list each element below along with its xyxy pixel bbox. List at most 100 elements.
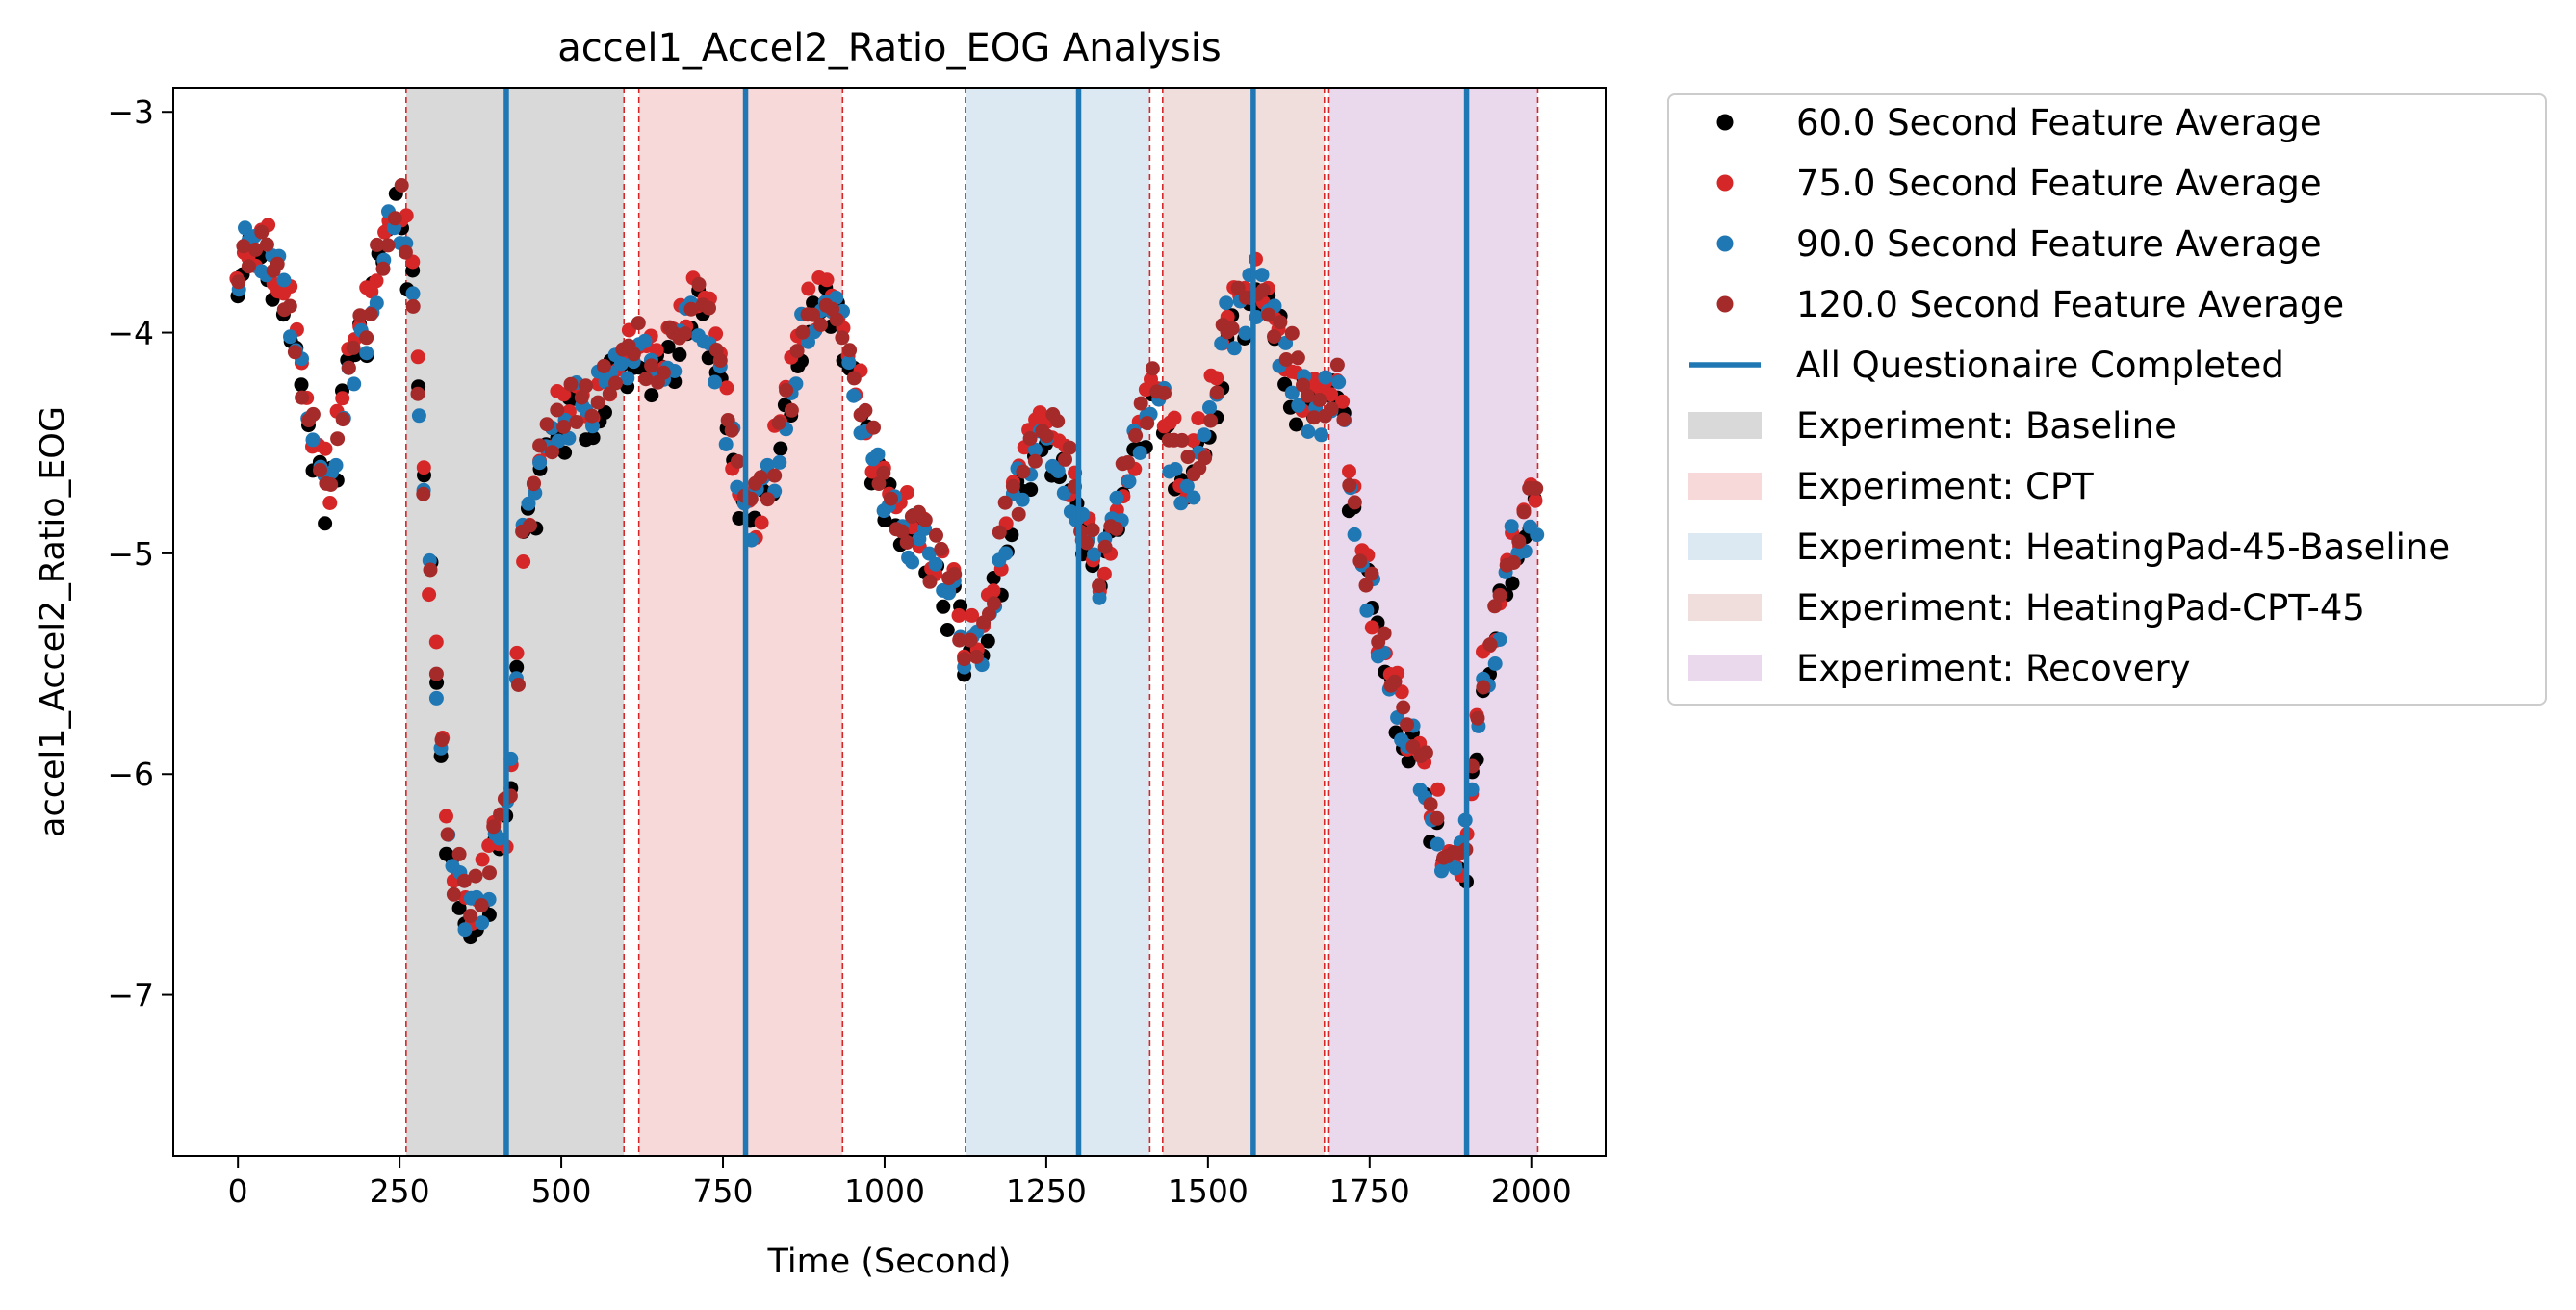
point (1079, 535, 1095, 551)
legend-marker (1716, 114, 1734, 131)
point (631, 316, 646, 331)
point (545, 445, 559, 460)
point (1273, 315, 1288, 330)
point (323, 477, 339, 492)
point (773, 441, 788, 456)
point (835, 330, 850, 346)
point (405, 286, 421, 301)
point (952, 632, 967, 648)
point (754, 515, 769, 530)
point (1300, 388, 1315, 403)
legend-label: Experiment: HeatingPad-CPT-45 (1796, 587, 2365, 629)
point (667, 374, 683, 390)
point (410, 349, 425, 365)
point (841, 355, 857, 371)
point (305, 432, 321, 448)
point (987, 596, 1001, 611)
point (1168, 462, 1183, 476)
point (428, 690, 444, 706)
point (997, 495, 1013, 510)
point (760, 457, 775, 473)
point (905, 554, 920, 570)
legend-patch (1688, 594, 1762, 621)
point (772, 454, 787, 470)
point (1359, 603, 1375, 618)
point (335, 412, 350, 427)
point (1306, 410, 1322, 425)
point (1430, 836, 1445, 852)
legend-marker (1716, 295, 1734, 313)
point (428, 634, 444, 650)
legend-box (1667, 93, 2547, 706)
point (819, 272, 835, 288)
point (626, 347, 641, 362)
point (1179, 478, 1195, 494)
point (876, 465, 891, 480)
legend-label: Experiment: HeatingPad-45-Baseline (1796, 527, 2450, 568)
point (842, 343, 858, 358)
point (1226, 341, 1242, 356)
region-1 (638, 88, 843, 1156)
legend-label: Experiment: Baseline (1796, 405, 2177, 447)
point (1085, 523, 1100, 538)
point (866, 420, 881, 435)
point (779, 383, 794, 398)
point (922, 574, 938, 589)
point (313, 462, 327, 477)
point (1092, 590, 1107, 605)
point (829, 290, 844, 305)
point (1016, 464, 1031, 479)
point (829, 312, 844, 327)
point (1186, 433, 1201, 449)
point (346, 340, 361, 355)
point (1128, 428, 1144, 443)
point (456, 873, 472, 888)
point (509, 645, 525, 660)
point (1140, 416, 1155, 431)
point (596, 358, 611, 373)
point (1173, 496, 1189, 511)
point (1092, 578, 1107, 594)
point (318, 516, 333, 531)
point (1050, 464, 1066, 478)
point (1255, 283, 1271, 298)
point (899, 535, 914, 550)
point (287, 345, 302, 360)
point (330, 431, 346, 447)
point (305, 406, 321, 422)
point (482, 865, 497, 881)
point (434, 732, 450, 748)
point (532, 455, 548, 471)
point (509, 659, 525, 675)
point (1331, 374, 1347, 390)
point (1022, 431, 1038, 446)
point (369, 273, 384, 289)
x-tick-label: 2000 (1491, 1172, 1572, 1210)
legend-patch (1688, 412, 1762, 439)
point (1528, 493, 1543, 508)
point (439, 809, 453, 824)
point (1197, 427, 1212, 443)
point (667, 364, 683, 378)
region-4 (1328, 88, 1538, 1156)
y-axis-label: accel1_Accel2_Ratio_EOG (34, 406, 72, 837)
point (1023, 482, 1039, 498)
point (683, 301, 699, 317)
point (801, 281, 816, 296)
point (917, 512, 933, 527)
x-tick-label: 750 (693, 1172, 754, 1210)
point (1050, 414, 1066, 428)
point (370, 237, 385, 252)
point (613, 356, 629, 372)
point (846, 388, 862, 403)
point (712, 353, 728, 368)
point (270, 256, 285, 271)
point (236, 239, 251, 254)
point (1342, 464, 1356, 479)
point (579, 378, 594, 394)
point (638, 372, 654, 387)
point (1261, 307, 1276, 322)
point (446, 886, 461, 902)
point (1516, 504, 1532, 520)
legend-marker (1716, 174, 1734, 192)
